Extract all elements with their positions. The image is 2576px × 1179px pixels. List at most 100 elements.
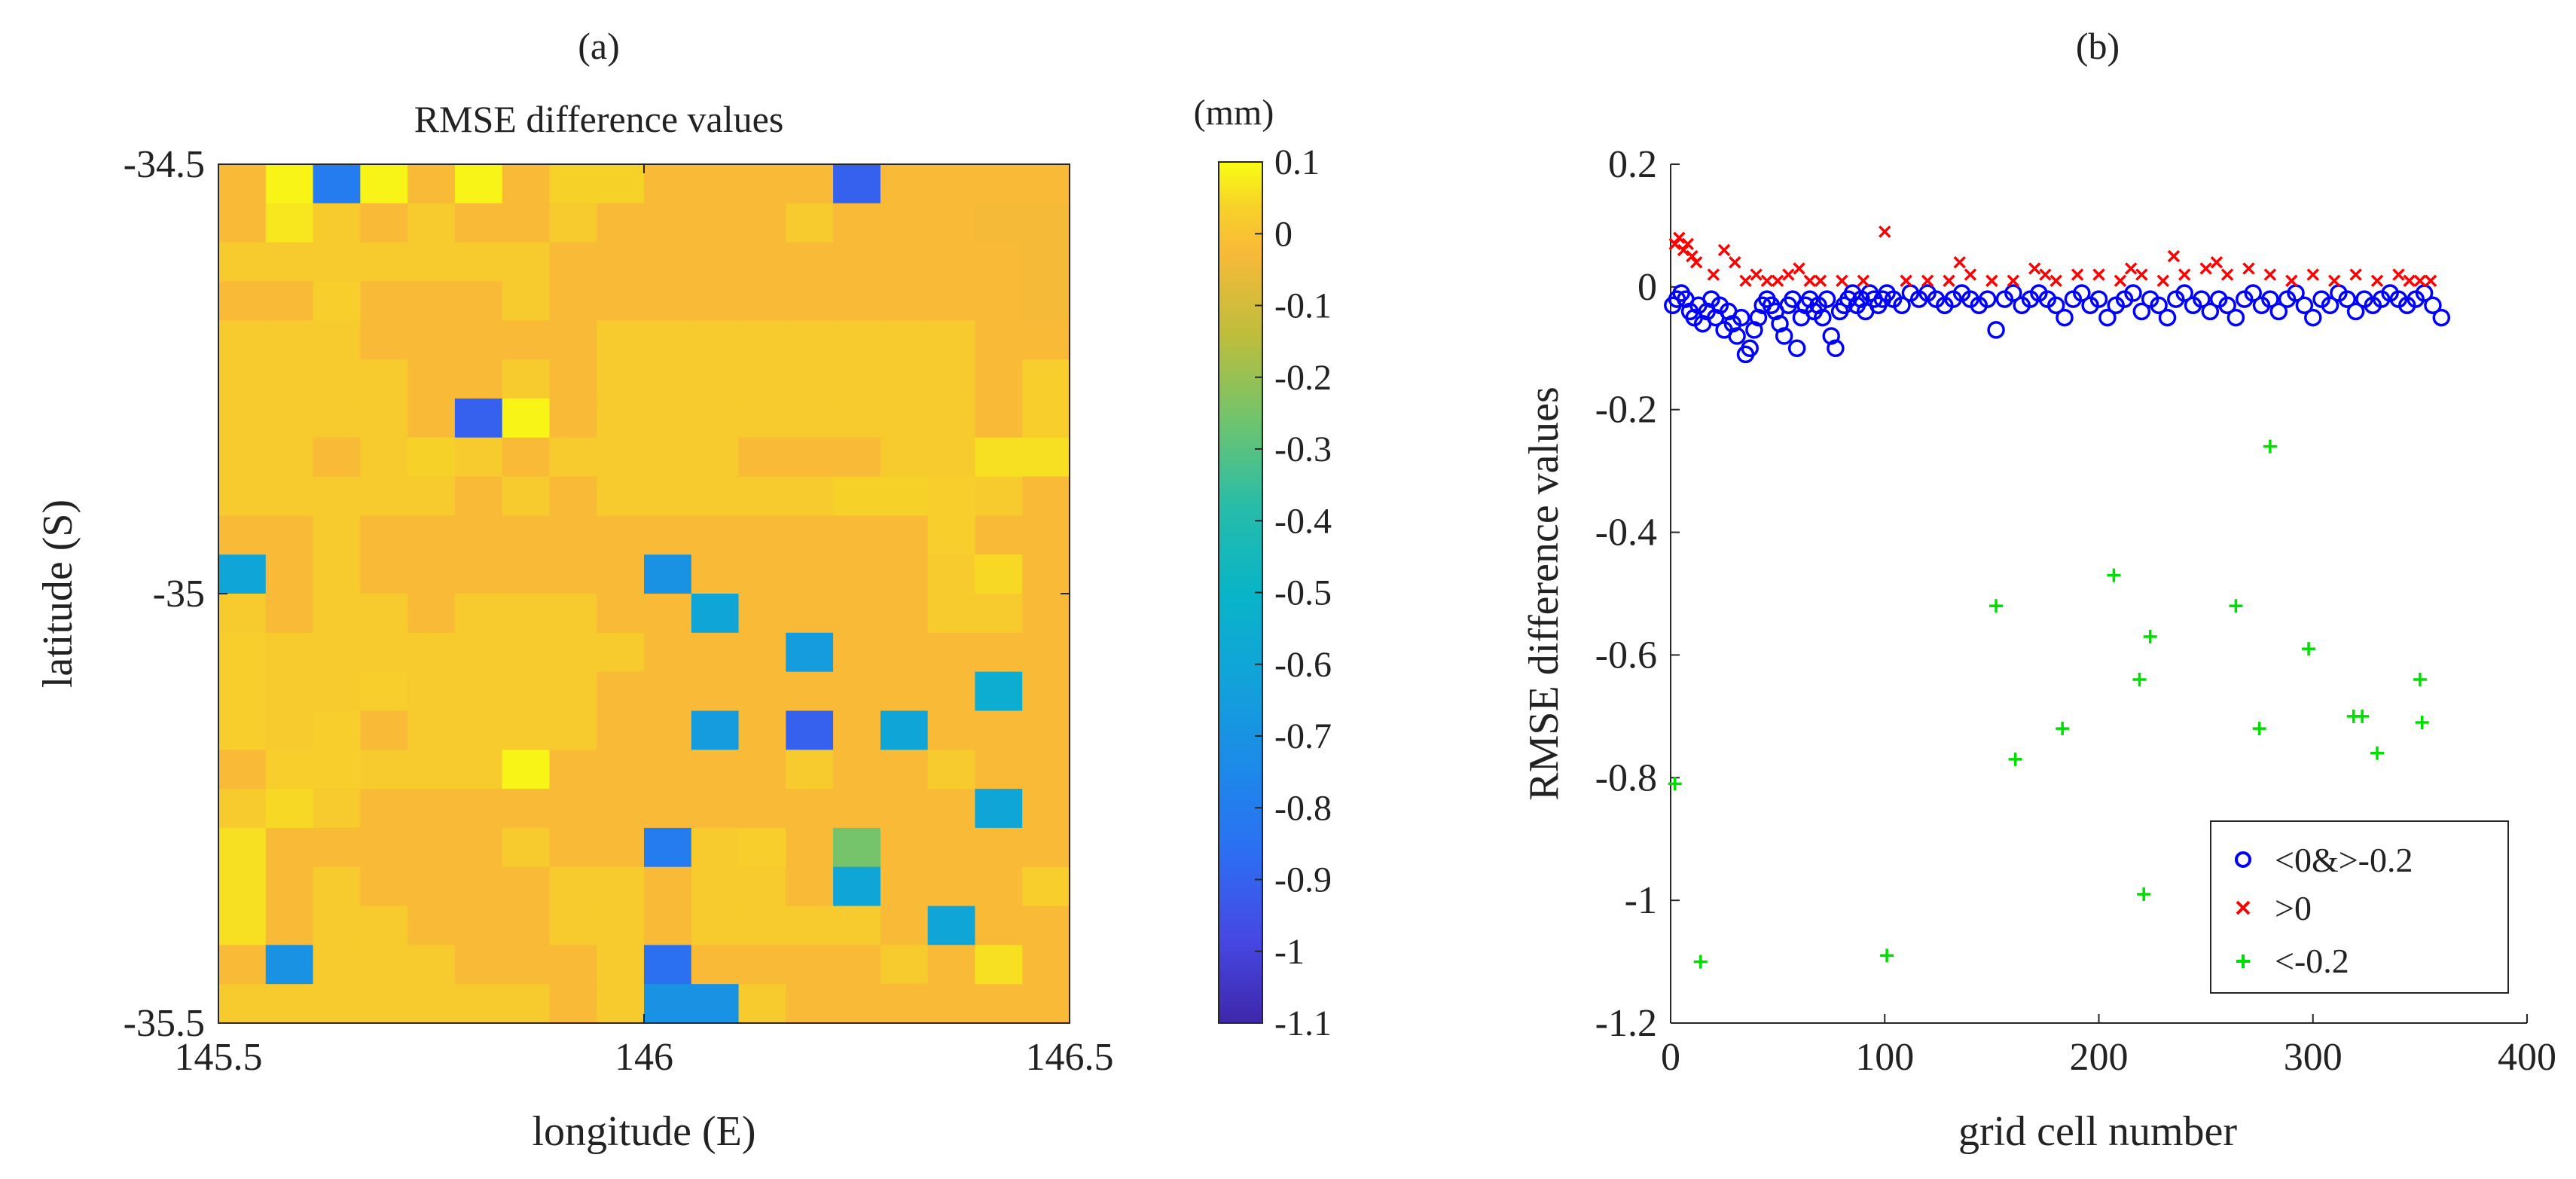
scatter-y-tick-label: -0.8: [1595, 756, 1657, 799]
scatter-point-circle: [2227, 308, 2245, 327]
heatmap-cell: [502, 827, 551, 868]
heatmap-cell: [597, 866, 645, 907]
heatmap-cell: [597, 476, 645, 516]
heatmap-cell: [502, 242, 551, 283]
heatmap-cell: [549, 242, 597, 283]
colorbar-band: [1219, 628, 1262, 633]
scatter-point-circle: [1728, 327, 1746, 345]
heatmap-cell: [927, 750, 976, 790]
heatmap-cell: [738, 866, 786, 907]
heatmap-cell: [833, 359, 881, 399]
heatmap-cell: [975, 671, 1023, 712]
colorbar-band: [1219, 621, 1262, 626]
heatmap-cell: [833, 281, 881, 321]
heatmap-cell: [1022, 515, 1070, 555]
heatmap-cell: [407, 750, 456, 790]
heatmap-cell: [1022, 866, 1070, 907]
heatmap-cell: [597, 671, 645, 712]
heatmap-cell: [691, 437, 740, 478]
heatmap-cell: [360, 437, 408, 478]
heatmap-cell: [644, 984, 692, 1024]
heatmap-cell: [360, 866, 408, 907]
heatmap-cell: [691, 281, 740, 321]
colorbar-band: [1219, 653, 1262, 658]
heatmap-cell: [549, 594, 597, 634]
heatmap-cell: [880, 750, 929, 790]
colorbar-band: [1219, 643, 1262, 647]
colorbar-band: [1219, 527, 1262, 533]
scatter-point-plus: [2413, 673, 2427, 686]
colorbar-band: [1219, 836, 1262, 841]
heatmap-cell: [880, 789, 929, 829]
colorbar-band: [1219, 904, 1262, 909]
heatmap-cell: [549, 437, 597, 478]
colorbar-band: [1219, 377, 1262, 382]
scatter-point-circle: [2073, 284, 2091, 302]
colorbar-band: [1219, 179, 1262, 185]
colorbar-band: [1219, 851, 1262, 855]
heatmap-cell: [502, 320, 551, 360]
heatmap-cell: [265, 242, 314, 283]
heatmap-cell: [265, 476, 314, 516]
scatter-point-cross: [2167, 249, 2181, 263]
colorbar-band: [1219, 926, 1262, 930]
heatmap-cell: [313, 710, 361, 750]
heatmap-cell: [738, 437, 786, 478]
heatmap-cell: [313, 750, 361, 790]
colorbar-band: [1219, 918, 1262, 924]
heatmap-cell: [313, 476, 361, 516]
colorbar-band: [1219, 269, 1262, 274]
heatmap-cell: [597, 554, 645, 594]
colorbar-band: [1219, 305, 1262, 310]
heatmap-cell: [454, 242, 503, 283]
heatmap-cell: [549, 984, 597, 1024]
heatmap-cell: [407, 242, 456, 283]
heatmap-cell: [454, 203, 503, 243]
heatmap-cell: [1022, 359, 1070, 399]
colorbar-band: [1219, 255, 1262, 260]
colorbar-band: [1219, 427, 1262, 432]
heatmap-cell: [691, 789, 740, 829]
heatmap-cell: [833, 984, 881, 1024]
scatter-point-cross: [2092, 268, 2105, 281]
heatmap-cell: [975, 164, 1023, 204]
scatter-point-circle: [2261, 290, 2279, 308]
heatmap-cell: [738, 945, 786, 985]
colorbar-band: [1219, 930, 1262, 934]
colorbar-band: [1219, 484, 1262, 490]
colorbar-band: [1219, 887, 1262, 891]
heatmap-cell: [927, 671, 976, 712]
scatter-point-cross: [1943, 274, 1955, 287]
heatmap-cell: [313, 320, 361, 360]
colorbar-band: [1219, 696, 1262, 701]
heatmap-cell: [1022, 906, 1070, 945]
heatmap-cell: [265, 789, 314, 829]
colorbar-band: [1219, 301, 1262, 307]
scatter-point-plus: [2263, 439, 2277, 454]
scatter-y-tick-label: -1.2: [1595, 1002, 1657, 1045]
heatmap-cell: [313, 594, 361, 634]
heatmap-cell: [786, 671, 834, 712]
colorbar-band: [1219, 330, 1262, 335]
heatmap-cell: [407, 320, 456, 360]
heatmap-cell: [502, 164, 551, 204]
heatmap-cell: [1022, 594, 1070, 634]
colorbar-band: [1219, 470, 1262, 475]
heatmap-cell: [786, 710, 834, 750]
heatmap-cell: [644, 750, 692, 790]
heatmap-cell: [549, 671, 597, 712]
colorbar-band: [1219, 736, 1262, 741]
heatmap-cell: [1022, 398, 1070, 438]
heatmap-cell: [597, 515, 645, 555]
colorbar-band: [1219, 391, 1262, 396]
colorbar-tick-label: -0.7: [1274, 716, 1332, 756]
heatmap-cell: [502, 710, 551, 750]
colorbar-band: [1219, 617, 1262, 622]
heatmap-cell: [407, 789, 456, 829]
heatmap-cell: [360, 710, 408, 750]
colorbar-band: [1219, 890, 1262, 895]
heatmap-cell: [313, 789, 361, 829]
heatmap-cell: [738, 827, 786, 868]
colorbar-band: [1219, 728, 1262, 734]
heatmap-cell: [975, 320, 1023, 360]
